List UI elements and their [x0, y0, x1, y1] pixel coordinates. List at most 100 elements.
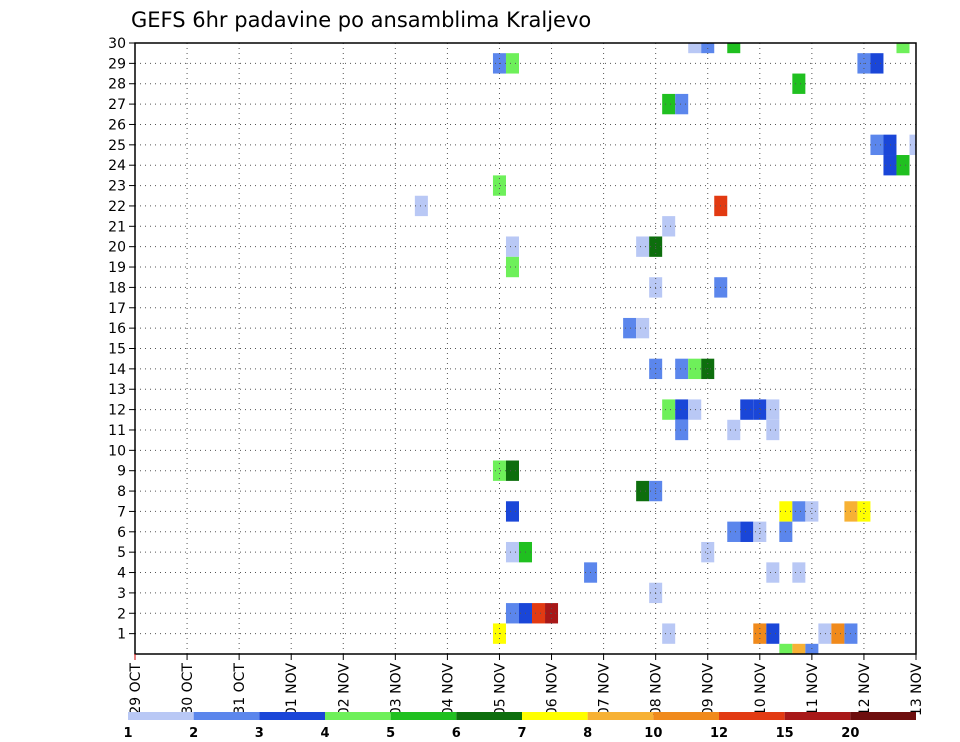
data-cell: [727, 521, 741, 542]
data-cell: [727, 43, 741, 54]
x-tick-label: 09 NOV: [701, 663, 717, 717]
x-axis: 29 OCT 30 OCT 31 OCT 01 NOV 02 NOV 03 NOV 04 N…: [128, 654, 925, 716]
data-cell: [896, 43, 910, 54]
x-tick-label: 06 NOV: [545, 663, 561, 717]
y-tick-label: 17: [108, 301, 126, 317]
data-cell: [688, 43, 702, 54]
legend-label: 1: [123, 726, 132, 741]
y-tick-label: 16: [108, 321, 126, 337]
x-tick-label: 03 NOV: [388, 663, 404, 717]
legend-label: 2: [189, 726, 198, 741]
y-tick-label: 14: [108, 362, 126, 378]
y-tick-label: 22: [108, 199, 126, 215]
y-axis: 1234567891011121314151617181920212223242…: [108, 36, 135, 643]
data-cell: [688, 399, 702, 420]
data-cell: [753, 521, 767, 542]
x-tick-label: 29 OCT: [128, 663, 144, 715]
legend-label: 3: [255, 726, 264, 741]
data-cell: [792, 73, 806, 94]
y-tick-label: 3: [117, 586, 126, 602]
y-tick-label: 4: [117, 566, 126, 582]
data-cell: [779, 643, 793, 654]
legend-label: 15: [776, 726, 794, 741]
legend-label: 7: [517, 726, 526, 741]
legend-swatch: [653, 712, 719, 720]
legend-swatch: [456, 712, 522, 720]
data-cell: [688, 358, 702, 380]
y-tick-label: 30: [108, 36, 126, 52]
legend-swatch: [587, 712, 654, 720]
data-cell: [636, 236, 650, 257]
data-cell: [883, 134, 897, 156]
data-cell: [766, 399, 780, 420]
y-tick-label: 25: [108, 138, 126, 154]
data-cell: [532, 603, 546, 624]
y-tick-label: 12: [108, 403, 126, 419]
y-tick-label: 2: [117, 606, 126, 622]
y-tick-label: 18: [108, 280, 126, 296]
y-tick-label: 27: [108, 97, 126, 113]
chart-title: GEFS 6hr padavine po ansamblima Kraljevo: [131, 8, 591, 32]
data-cell: [909, 134, 916, 156]
data-cell: [662, 216, 676, 237]
y-tick-label: 21: [108, 219, 126, 235]
x-tick-label: 30 OCT: [180, 663, 196, 715]
x-tick-label: 10 NOV: [753, 663, 769, 717]
data-cell: [727, 419, 741, 441]
data-cell: [505, 236, 519, 257]
y-tick-label: 28: [108, 77, 126, 93]
data-cell: [675, 93, 689, 115]
y-tick-label: 23: [108, 179, 126, 195]
y-tick-label: 8: [117, 484, 126, 500]
data-cell: [662, 399, 676, 420]
y-tick-label: 9: [117, 464, 126, 480]
x-tick-label: 11 NOV: [805, 663, 821, 717]
legend-swatch: [128, 712, 194, 720]
x-tick-label: 08 NOV: [649, 663, 665, 717]
legend-swatch: [325, 712, 391, 720]
y-tick-label: 29: [108, 56, 126, 72]
grid-lines: [135, 42, 916, 654]
legend-swatch: [259, 712, 325, 720]
legend-swatch: [522, 712, 588, 720]
data-cell: [636, 317, 650, 339]
color-legend: 1 2 3 4 5 6 7 8 10 12 15 20: [123, 712, 916, 741]
x-tick-label: 04 NOV: [440, 663, 456, 717]
data-cell: [792, 643, 806, 654]
data-cell: [753, 399, 767, 420]
y-tick-label: 10: [108, 443, 126, 459]
y-tick-label: 11: [108, 423, 126, 439]
legend-swatch: [719, 712, 785, 720]
legend-label: 4: [320, 726, 329, 741]
y-tick-label: 26: [108, 117, 126, 133]
x-tick-label: 12 NOV: [857, 663, 873, 717]
data-cell: [492, 175, 506, 196]
legend-swatch: [390, 712, 457, 720]
data-cell: [623, 317, 637, 339]
x-tick-label: 13 NOV: [909, 663, 925, 717]
data-cell: [662, 623, 676, 644]
x-tick-label: 07 NOV: [597, 663, 613, 717]
data-cell: [505, 541, 519, 563]
y-tick-label: 24: [108, 158, 126, 174]
data-cell: [831, 623, 845, 644]
data-cell: [857, 501, 871, 522]
legend-swatch: [193, 712, 260, 720]
data-cell: [818, 623, 832, 644]
legend-label: 12: [710, 726, 728, 741]
legend-label: 5: [386, 726, 395, 741]
data-cell: [414, 195, 428, 217]
data-cell: [505, 460, 519, 481]
data-cell: [662, 93, 676, 115]
data-cell: [870, 53, 884, 74]
data-cell: [792, 501, 806, 522]
data-cell: [766, 419, 780, 441]
x-tick-label: 01 NOV: [284, 663, 300, 717]
y-tick-label: 19: [108, 260, 126, 276]
data-cell: [675, 419, 689, 441]
legend-swatch: [784, 712, 851, 720]
data-cell: [636, 480, 650, 502]
legend-label: 8: [583, 726, 592, 741]
y-tick-label: 1: [117, 627, 126, 643]
